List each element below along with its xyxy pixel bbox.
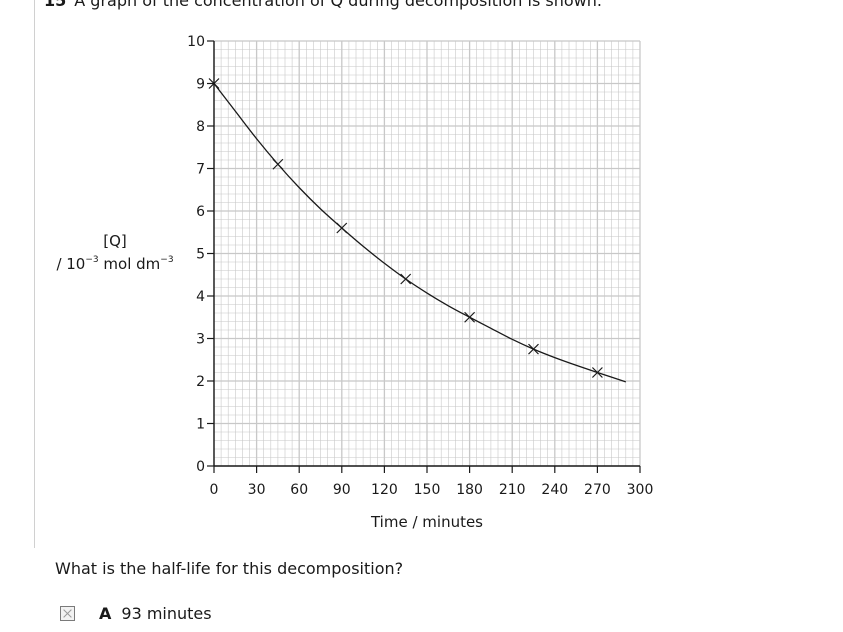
answer-option-a[interactable]: A 93 minutes [60, 604, 212, 623]
y-axis-unit-exponent-2: −3 [160, 255, 174, 265]
data-point-stroke [272, 158, 284, 170]
question-text: A graph of the concentration of Q during… [74, 0, 602, 10]
answer-letter-a: A [99, 604, 112, 623]
y-tick-label: 4 [196, 289, 205, 305]
data-point-stroke [400, 273, 412, 285]
y-axis-unit-prefix: / 10 [56, 255, 86, 273]
x-tick-label: 60 [290, 482, 308, 498]
question-number: 15 [44, 0, 67, 10]
data-point-stroke [464, 311, 476, 323]
y-tick-label: 10 [187, 34, 205, 50]
y-axis-label: [Q] / 10−3 mol dm−3 [40, 231, 190, 274]
x-tick-label: 180 [456, 482, 483, 498]
data-point [528, 343, 539, 355]
chart-grid [213, 40, 641, 467]
page-margin-line [34, 0, 35, 548]
data-point [464, 311, 476, 323]
data-point [208, 78, 220, 89]
chart-points [208, 78, 603, 378]
question-prompt: What is the half-life for this decomposi… [55, 559, 404, 578]
data-point-stroke [208, 78, 220, 89]
y-tick-label: 5 [196, 247, 205, 263]
data-point-stroke [528, 343, 539, 355]
x-tick-label: 0 [210, 482, 219, 498]
answer-checkbox-a[interactable] [60, 606, 75, 621]
data-point-stroke [591, 367, 603, 378]
x-tick-label: 210 [499, 482, 526, 498]
x-tick-label: 270 [584, 482, 611, 498]
y-tick-label: 0 [196, 459, 205, 475]
y-axis-label-line2: / 10−3 mol dm−3 [40, 251, 190, 274]
x-tick-label: 120 [371, 482, 398, 498]
y-tick-label: 2 [196, 374, 205, 390]
question-header: 15 A graph of the concentration of Q duri… [44, 0, 602, 10]
y-axis-unit-exponent-1: −3 [85, 255, 99, 265]
data-point [400, 273, 412, 285]
chart-ticks: 0 1 2 3 4 5 6 7 8 9 10 0 30 60 90 120 150 180 210 240 270 300 [187, 34, 653, 498]
x-tick-label: 90 [333, 482, 351, 498]
y-tick-label: 1 [196, 417, 205, 433]
data-point-stroke [336, 222, 348, 234]
y-axis-unit-mid: mol dm [98, 255, 161, 273]
x-tick-label: 240 [541, 482, 568, 498]
data-point [336, 222, 348, 234]
y-axis-label-line1: [Q] [103, 232, 127, 250]
data-point [591, 367, 603, 378]
x-tick-label: 150 [414, 482, 441, 498]
x-tick-label: 300 [627, 482, 654, 498]
y-tick-label: 9 [196, 77, 205, 93]
y-tick-label: 6 [196, 204, 205, 220]
x-tick-label: 30 [248, 482, 266, 498]
data-point [272, 158, 284, 170]
answer-text-a: 93 minutes [121, 604, 212, 623]
y-tick-label: 7 [196, 162, 205, 178]
concentration-chart: 0 1 2 3 4 5 6 7 8 9 10 0 30 60 90 120 150 180 210 240 270 300… [187, 34, 653, 531]
y-tick-label: 8 [196, 119, 205, 135]
x-axis-label: Time / minutes [370, 513, 483, 531]
y-tick-label: 3 [196, 332, 205, 348]
